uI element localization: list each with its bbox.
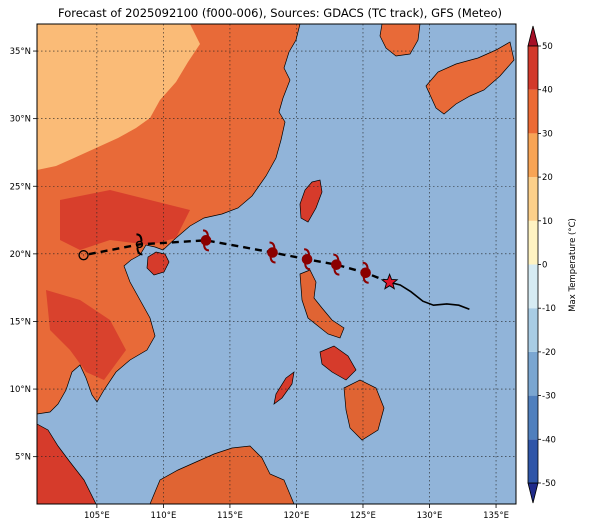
lon-tick-label: 115°E bbox=[217, 511, 243, 521]
colorbar-tick-label: -10 bbox=[542, 304, 556, 314]
land-luzon bbox=[299, 269, 345, 339]
lon-tick-label: 135°E bbox=[483, 511, 509, 521]
colorbar-tick-label: 0 bbox=[542, 261, 547, 271]
longitude-ticks: 105°E 110°E 115°E 120°E 125°E 130°E 135°E bbox=[84, 504, 509, 521]
land-hot-south bbox=[60, 190, 190, 250]
chart-title: Forecast of 2025092100 (f000-006), Sourc… bbox=[58, 6, 502, 20]
colorbar-tick-label: -20 bbox=[542, 348, 556, 358]
colorbar-tick-label: 50 bbox=[542, 42, 553, 52]
current-position-star-icon bbox=[380, 273, 399, 290]
colorbar-segment bbox=[528, 308, 538, 352]
land-palawan bbox=[273, 371, 295, 405]
observed-track bbox=[389, 281, 470, 311]
colorbar-tick-label: 10 bbox=[542, 217, 553, 227]
colorbar-segment bbox=[528, 133, 538, 178]
lat-tick-label: 35°N bbox=[10, 47, 31, 57]
lon-tick-label: 120°E bbox=[284, 511, 310, 521]
lon-tick-label: 105°E bbox=[84, 511, 110, 521]
lat-tick-label: 15°N bbox=[10, 317, 31, 327]
colorbar-tick-label: -50 bbox=[542, 479, 556, 489]
colorbar: -50 -40 -30 -20 -10 0 10 20 30 40 50 bbox=[527, 25, 556, 504]
colorbar-segment bbox=[528, 264, 538, 309]
land-taiwan bbox=[299, 179, 323, 223]
colorbar-tick-label: -30 bbox=[542, 392, 556, 402]
tropical-storm-icon bbox=[135, 233, 144, 256]
typhoon-icon bbox=[301, 248, 313, 271]
track-symbols bbox=[78, 229, 371, 284]
land-hot-indochina bbox=[46, 290, 126, 380]
land-highland-cool bbox=[37, 24, 200, 170]
plot-frame bbox=[36, 23, 517, 505]
colorbar-tick-label: 20 bbox=[542, 173, 553, 183]
colorbar-tick-label: 40 bbox=[542, 86, 553, 96]
typhoon-icon bbox=[360, 261, 371, 284]
lat-tick-label: 5°N bbox=[15, 453, 31, 463]
typhoon-icon bbox=[267, 241, 278, 264]
colorbar-tick-label: 30 bbox=[542, 129, 553, 139]
typhoon-icon bbox=[200, 229, 212, 252]
land-malaya bbox=[37, 423, 97, 504]
colorbar-segment bbox=[528, 351, 538, 396]
colorbar-segment bbox=[528, 439, 538, 483]
colorbar-min-arrow bbox=[527, 482, 539, 504]
lat-tick-label: 10°N bbox=[10, 385, 31, 395]
land-mindanao bbox=[343, 379, 385, 441]
colorbar-segment bbox=[528, 89, 538, 134]
lon-tick-label: 125°E bbox=[350, 511, 376, 521]
lat-tick-label: 20°N bbox=[10, 250, 31, 260]
colorbar-segment bbox=[528, 177, 538, 221]
latitude-ticks: 5°N 10°N 15°N 20°N 25°N 30°N 35°N bbox=[10, 47, 37, 463]
land-borneo bbox=[149, 445, 295, 504]
colorbar-label: Max Temperature (°C) bbox=[568, 218, 578, 312]
colorbar-segment bbox=[528, 395, 538, 440]
colorbar-max-arrow bbox=[527, 25, 539, 47]
gridlines bbox=[37, 24, 516, 504]
colorbar-tick-label: -40 bbox=[542, 435, 556, 445]
lat-tick-label: 25°N bbox=[10, 182, 31, 192]
tropical-depression-icon bbox=[78, 250, 89, 261]
land-korea bbox=[379, 24, 421, 57]
land-japan bbox=[425, 41, 515, 115]
typhoon-icon bbox=[331, 253, 342, 276]
colorbar-segment bbox=[528, 220, 538, 265]
lon-tick-label: 110°E bbox=[150, 511, 176, 521]
lat-tick-label: 30°N bbox=[10, 115, 31, 125]
colorbar-segment bbox=[528, 46, 538, 90]
lon-tick-label: 130°E bbox=[417, 511, 443, 521]
land-visayas bbox=[319, 345, 357, 381]
